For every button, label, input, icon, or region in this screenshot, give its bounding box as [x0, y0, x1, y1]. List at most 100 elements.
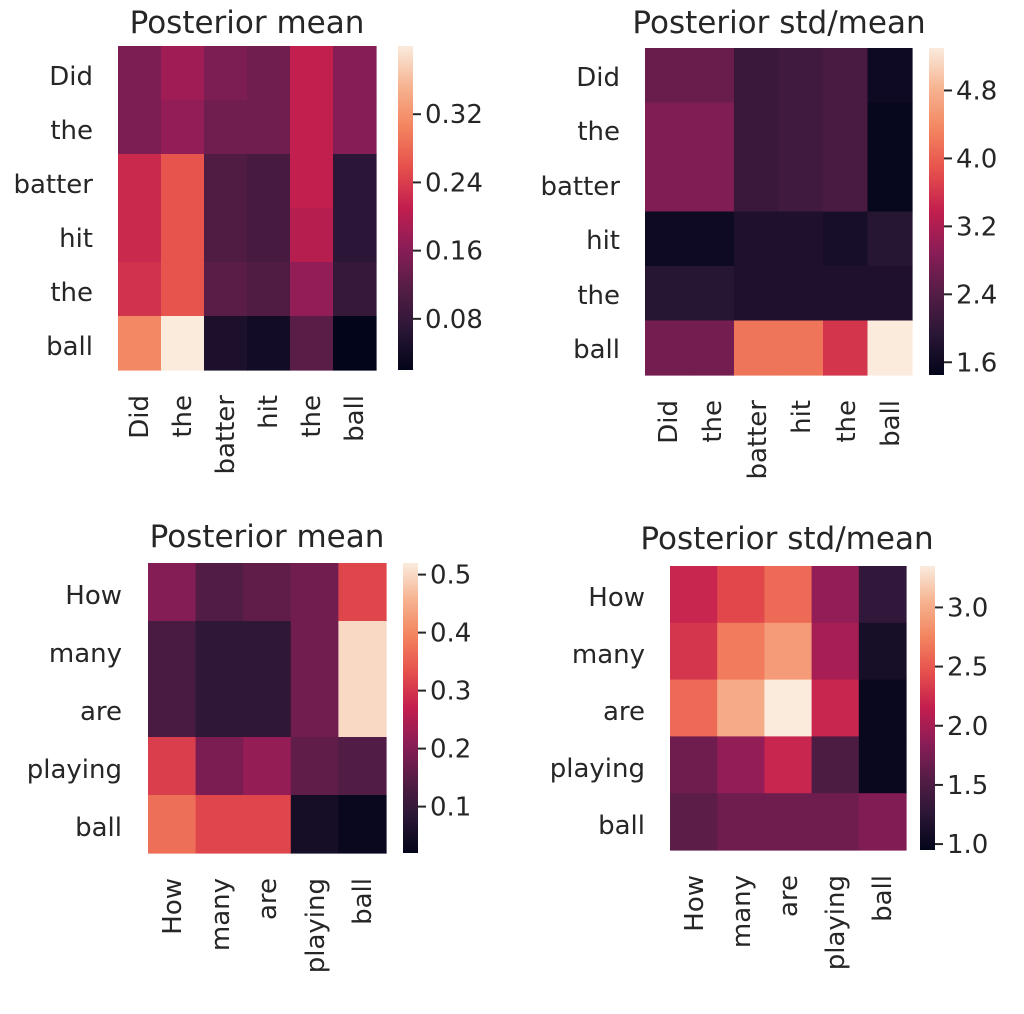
heatmap-cell: [670, 679, 718, 737]
x-tick-labels: Did the batter hit the ball: [654, 400, 906, 480]
colorbar-tick-label: 2.0: [947, 712, 988, 742]
y-tick-label: Did: [576, 63, 620, 93]
chart-title: Posterior std/mean: [640, 521, 933, 557]
x-tick-label: Did: [654, 400, 684, 444]
heatmap-cell: [290, 316, 334, 371]
chart-title: Posterior std/mean: [632, 5, 925, 41]
x-tick-label: the: [168, 395, 198, 438]
y-tick-label: ball: [46, 332, 93, 362]
colorbar: [920, 566, 935, 850]
heatmap-cell: [161, 154, 205, 209]
heatmap-cell: [333, 46, 377, 101]
heatmap-cell: [734, 266, 780, 322]
heatmap-cell: [689, 157, 735, 213]
heatmap-cell: [670, 566, 718, 624]
heatmap-cell: [717, 736, 765, 794]
colorbar-tick-label: 1.6: [956, 348, 997, 378]
x-tick-label: are: [774, 875, 804, 917]
x-tick-labels: How many are playing ball: [158, 878, 378, 973]
heatmap-cell: [858, 622, 907, 681]
heatmap-cell: [148, 795, 197, 854]
heatmap-cell: [333, 208, 377, 263]
heatmap-cell: [670, 736, 718, 794]
heatmap-cell: [338, 563, 387, 622]
heatmap-cell: [118, 100, 162, 155]
heatmap-cell: [823, 320, 869, 376]
colorbar-tick-label: 1.5: [947, 771, 988, 801]
heatmap-cell: [670, 793, 718, 851]
heatmap-cell: [161, 208, 205, 263]
heatmap-cell: [717, 793, 765, 851]
heatmap-cell: [764, 679, 813, 737]
heatmap-cell: [118, 208, 162, 263]
y-tick-label: hit: [586, 226, 620, 256]
y-tick-labels: How many are playing ball: [550, 583, 645, 841]
x-tick-label: ball: [348, 878, 378, 925]
colorbar-tick-label: 0.24: [425, 168, 483, 198]
heatmap-cell: [204, 154, 248, 209]
y-tick-label: the: [577, 281, 620, 311]
heatmap-cell: [867, 266, 913, 322]
heatmap-cell: [290, 262, 334, 317]
colorbar-tick-label: 0.4: [430, 619, 471, 649]
colorbar-tick-label: 0.3: [430, 677, 471, 707]
heatmap-cell: [823, 266, 869, 322]
heatmap-panel-bottom-right: Posterior std/mean How many are playing …: [550, 521, 989, 970]
x-tick-label: ball: [876, 400, 906, 447]
colorbar-tick-label: 3.0: [947, 593, 988, 623]
x-tick-label: ball: [340, 395, 370, 442]
heatmap-cell: [148, 679, 197, 738]
heatmap-cell: [195, 795, 244, 854]
heatmap-cell: [823, 157, 869, 213]
heatmap-cell: [333, 262, 377, 317]
heatmap-cell: [778, 320, 824, 376]
heatmap-cell: [195, 563, 244, 622]
y-tick-label: How: [588, 583, 645, 613]
colorbar: [398, 46, 413, 370]
heatmap-cell: [290, 154, 334, 209]
heatmap-cell: [778, 157, 824, 213]
heatmap-cell: [778, 211, 824, 267]
heatmap-cell: [764, 736, 813, 794]
chart-title: Posterior mean: [130, 5, 365, 41]
heatmap-cell: [148, 563, 197, 622]
heatmap-cell: [867, 48, 913, 104]
heatmap-cell: [204, 208, 248, 263]
heatmap-cell: [204, 316, 248, 371]
heatmap-cell: [247, 208, 291, 263]
heatmap-cell: [717, 679, 765, 737]
heatmap-cell: [204, 46, 248, 101]
heatmap-cell: [195, 679, 244, 738]
heatmap-cell: [734, 102, 780, 158]
x-tick-label: the: [297, 395, 327, 438]
heatmap-cell: [811, 679, 860, 737]
heatmap-cell: [243, 621, 292, 680]
x-tick-label: hit: [787, 400, 817, 434]
y-tick-label: ball: [573, 335, 620, 365]
heatmap-cell: [823, 211, 869, 267]
colorbar-tick-label: 0.2: [430, 735, 471, 765]
x-tick-label: How: [680, 875, 710, 932]
y-tick-label: the: [50, 278, 93, 308]
x-tick-label: the: [832, 400, 862, 443]
colorbar: [929, 48, 944, 375]
heatmap-panel-top-left: Posterior mean Did the batter hit the ba…: [13, 5, 482, 475]
x-tick-label: batter: [211, 395, 241, 475]
colorbar-tick-label: 1.0: [947, 830, 988, 860]
heatmap-cell: [333, 316, 377, 371]
heatmap-cell: [734, 211, 780, 267]
y-tick-label: many: [572, 640, 645, 670]
heatmap-cell: [811, 566, 860, 624]
heatmap-cell: [858, 679, 907, 737]
heatmap-cell: [717, 622, 765, 681]
heatmap-cell: [811, 793, 860, 851]
x-tick-label: ball: [868, 875, 898, 922]
y-tick-label: many: [49, 639, 122, 669]
heatmap-cell: [338, 737, 387, 796]
x-tick-labels: Did the batter hit the ball: [125, 395, 370, 475]
heatmap-cell: [243, 563, 292, 622]
heatmap-cell: [290, 621, 339, 680]
x-tick-label: many: [727, 875, 757, 948]
y-tick-label: batter: [540, 172, 620, 202]
